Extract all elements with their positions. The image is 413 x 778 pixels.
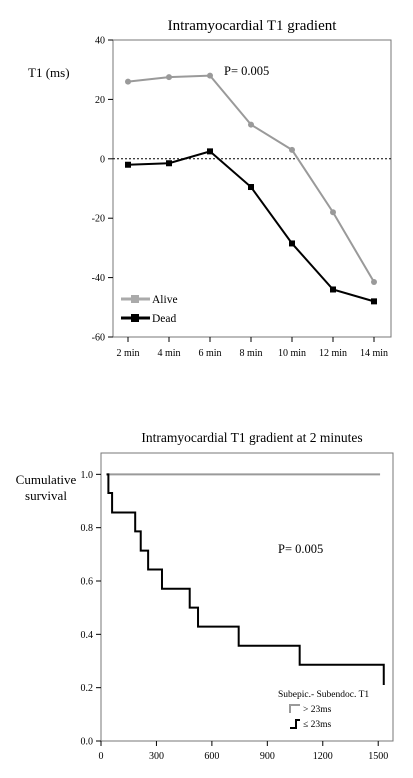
chart-1-series <box>125 72 377 305</box>
x-tick-label: 6 min <box>198 348 221 359</box>
chart-2-y-ticks: 0.0 0.2 0.4 0.6 0.8 1.0 <box>81 470 101 748</box>
chart-2-y-axis-label-line-1: Cumulative <box>16 472 77 487</box>
point-alive <box>248 121 254 128</box>
legend-le23-swatch <box>290 719 300 729</box>
x-tick-label: 300 <box>149 751 164 762</box>
point-alive <box>330 209 336 216</box>
y-tick-label: 1.0 <box>81 470 94 481</box>
chart-2: Intramyocardial T1 gradient at 2 minutes… <box>16 430 394 762</box>
legend-alive-label: Alive <box>152 294 178 306</box>
chart-2-y-axis-label-line-2: survival <box>25 488 67 503</box>
point-alive <box>207 72 213 79</box>
legend-dead-marker <box>131 314 139 322</box>
chart-1-p-value: P= 0.005 <box>224 64 269 78</box>
chart-2-plot-frame <box>100 452 394 742</box>
chart-2-series <box>106 473 385 685</box>
x-tick-label: 4 min <box>157 348 180 359</box>
x-tick-label: 10 min <box>278 348 306 359</box>
y-tick-label: 0.2 <box>81 683 94 694</box>
chart-1-title: Intramyocardial T1 gradient <box>168 18 338 34</box>
point-dead <box>166 160 172 167</box>
y-tick-label: -60 <box>92 333 105 344</box>
x-tick-label: 2 min <box>116 348 139 359</box>
legend-title: Subepic.- Subendoc. T1 <box>278 690 369 700</box>
y-tick-label: 40 <box>95 36 105 47</box>
point-dead <box>125 161 131 168</box>
y-tick-label: 0 <box>100 154 105 165</box>
y-tick-label: 0.8 <box>81 523 94 534</box>
point-dead <box>330 286 336 293</box>
y-tick-label: 0.4 <box>81 630 94 641</box>
chart-2-legend: Subepic.- Subendoc. T1 > 23ms ≤ 23ms <box>278 690 369 730</box>
y-tick-label: 20 <box>95 95 105 106</box>
y-tick-label: -20 <box>92 214 105 225</box>
chart-1: Intramyocardial T1 gradient T1 (ms) P= 0… <box>28 18 392 359</box>
x-tick-label: 8 min <box>239 348 262 359</box>
point-dead <box>371 298 377 305</box>
chart-1-y-axis-label: T1 (ms) <box>28 65 70 80</box>
chart-1-y-ticks: 40 20 0 -20 -40 -60 <box>92 36 113 344</box>
x-tick-label: 12 min <box>319 348 347 359</box>
legend-gt23-label: > 23ms <box>303 705 332 715</box>
y-tick-label: 0.6 <box>81 577 94 588</box>
legend-dead-label: Dead <box>152 313 177 325</box>
chart-2-p-value: P= 0.005 <box>278 542 323 556</box>
point-dead <box>289 240 295 247</box>
series-line-alive <box>127 74 375 283</box>
legend-le23-label: ≤ 23ms <box>303 720 331 730</box>
point-alive <box>125 78 131 85</box>
legend-gt23-swatch <box>289 704 300 713</box>
chart-1-x-ticks: 2 min 4 min 6 min 8 min 10 min 12 min 14 min <box>116 337 388 359</box>
x-tick-label: 900 <box>260 751 275 762</box>
series-line-dead <box>127 150 375 303</box>
y-tick-label: 0.0 <box>81 737 94 748</box>
x-tick-label: 14 min <box>360 348 388 359</box>
y-tick-label: -40 <box>92 273 105 284</box>
x-tick-label: 0 <box>99 751 104 762</box>
point-alive <box>166 74 172 81</box>
point-dead <box>248 184 254 191</box>
legend-alive-marker <box>131 295 139 303</box>
point-alive <box>289 146 295 153</box>
x-tick-label: 600 <box>204 751 219 762</box>
x-tick-label: 1500 <box>368 751 388 762</box>
chart-2-x-ticks: 0 300 600 900 1200 1500 <box>99 741 388 762</box>
survival-curve-le23ms <box>106 473 385 685</box>
x-tick-label: 1200 <box>313 751 333 762</box>
chart-1-plot-frame <box>112 39 392 338</box>
point-alive <box>371 279 377 286</box>
chart-1-legend: Alive Dead <box>121 294 178 325</box>
chart-2-title: Intramyocardial T1 gradient at 2 minutes <box>141 430 362 445</box>
point-dead <box>207 148 213 155</box>
